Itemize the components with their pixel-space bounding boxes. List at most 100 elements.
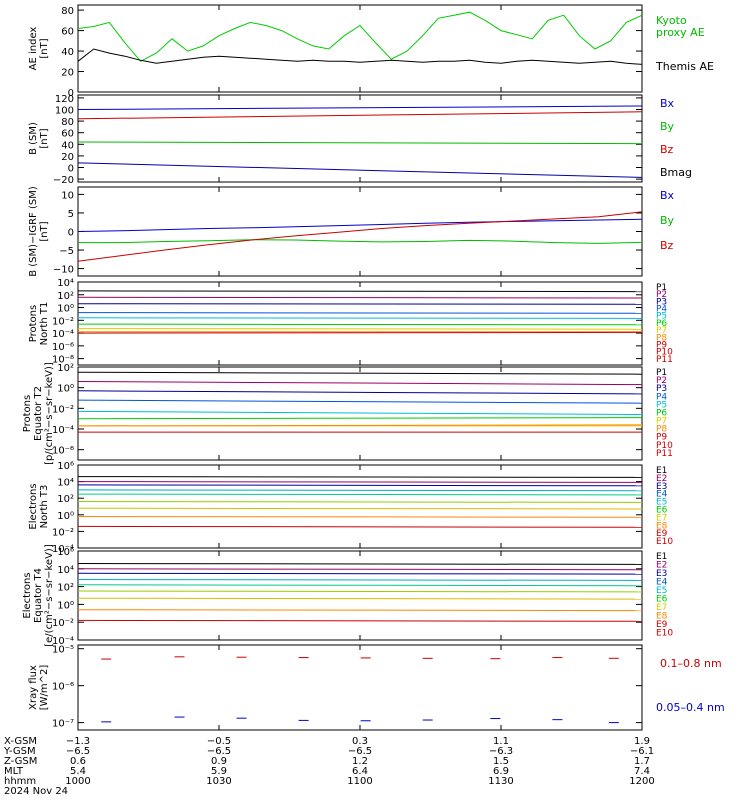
y-tick-label: 10⁴: [57, 565, 74, 576]
legend-label: E6: [656, 506, 668, 516]
x-axis-row-label: Y-GSM: [3, 746, 36, 757]
legend-label: E9: [656, 529, 668, 539]
series-line-electrons-equator-e4: [77, 579, 643, 581]
legend-label: Bz: [660, 239, 674, 252]
y-axis-label: [nT]: [39, 128, 50, 148]
series-line-protons-north-p4: [77, 312, 643, 314]
y-axis-label: Equator T2: [33, 386, 44, 441]
y-tick-label: 0: [68, 164, 74, 175]
y-tick-label: 10²: [57, 363, 74, 374]
y-tick-label: 60: [61, 27, 74, 38]
y-tick-label: 10²: [57, 583, 74, 594]
legend-label: P9: [656, 340, 667, 350]
y-tick-label: 10⁰: [57, 304, 74, 315]
legend-label: P1: [656, 283, 667, 293]
series-line-protons-north-p7: [77, 328, 643, 330]
legend-label: proxy AE: [656, 26, 705, 39]
legend-label: E4: [656, 490, 668, 500]
legend-label: E4: [656, 578, 668, 588]
x-tick-label: −6.5: [348, 746, 372, 757]
y-axis-label: Electrons: [28, 483, 39, 529]
x-tick-label: 0.6: [70, 756, 86, 767]
y-tick-label: 100: [55, 106, 74, 117]
y-axis-label: AE index: [28, 27, 39, 71]
legend-label: E7: [656, 513, 667, 523]
x-tick-label: −6.3: [489, 746, 513, 757]
legend-label: Bz: [660, 143, 674, 156]
y-axis-label: Xray flux: [28, 665, 39, 710]
legend-label: E3: [656, 569, 667, 579]
y-tick-label: 10⁻²: [52, 404, 74, 415]
legend-label: P8: [656, 425, 667, 435]
legend-label: E1: [656, 552, 667, 562]
y-tick-label: 60: [61, 129, 74, 140]
x-tick-label: 1.5: [493, 756, 509, 767]
series-line-electrons-north-e4: [77, 489, 643, 492]
y-axis-label: North T3: [39, 485, 50, 529]
x-axis-row-label: hhmm: [4, 776, 36, 787]
x-tick-label: 1100: [347, 776, 372, 787]
y-axis-label: [p/(cm²−s−sr−keV)]: [44, 362, 55, 465]
x-tick-label: −0.5: [207, 736, 231, 747]
y-axis-label: Equator T4: [33, 568, 44, 623]
y-axis-label: Protons: [28, 305, 39, 342]
x-tick-label: 5.9: [211, 766, 227, 777]
series-line-bigrf-bz: [77, 211, 643, 262]
legend-label: Kyoto: [656, 14, 687, 27]
x-tick-label: 1.1: [493, 736, 509, 747]
y-tick-label: 10: [61, 190, 74, 201]
legend-label: E2: [656, 474, 667, 484]
y-tick-label: 10²: [57, 494, 74, 505]
y-tick-label: 80: [61, 6, 74, 17]
legend-label: E7: [656, 603, 667, 613]
y-axis-label: B (SM): [28, 122, 39, 155]
series-line-electrons-equator-e7: [77, 597, 643, 600]
series-line-bigrf-bx: [77, 218, 643, 232]
legend-label: P6: [656, 319, 667, 329]
series-line-electrons-north-e3: [77, 484, 643, 487]
y-tick-label: 10⁻²: [52, 316, 74, 327]
y-tick-label: 40: [61, 140, 74, 151]
legend-label: Bx: [660, 97, 675, 110]
legend-label: By: [660, 120, 675, 133]
series-line-protons-north-p2: [77, 296, 643, 299]
series-line-bsm-bx: [77, 105, 643, 110]
legend-label: P4: [656, 305, 667, 315]
y-tick-label: 10⁻⁴: [52, 544, 74, 555]
legend-label: P3: [656, 384, 667, 394]
legend-label: P7: [656, 326, 667, 336]
legend-label: P1: [656, 368, 667, 378]
series-line-electrons-north-e9: [77, 525, 643, 528]
legend-label: E6: [656, 595, 668, 605]
series-line-protons-north-p9: [77, 331, 643, 334]
y-tick-label: 120: [55, 94, 74, 105]
x-tick-label: 0.3: [352, 736, 368, 747]
series-line-electrons-north-e6: [77, 501, 643, 503]
y-tick-label: 10⁻⁴: [52, 425, 74, 436]
legend-label: P8: [656, 333, 667, 343]
y-tick-label: 10⁻⁵: [52, 645, 74, 656]
series-line-electrons-north-e8: [77, 516, 643, 518]
legend-label: E9: [656, 620, 668, 630]
y-tick-label: 10⁴: [57, 278, 74, 289]
series-line-electrons-north-e1: [77, 476, 643, 478]
series-line-electrons-equator-e3: [77, 572, 643, 575]
series-line-protons-equator-p6: [77, 417, 643, 420]
x-tick-label: −6.1: [630, 746, 654, 757]
legend-label: P2: [656, 376, 667, 386]
x-tick-label: 6.4: [352, 766, 368, 777]
y-axis-label: Protons: [22, 395, 33, 432]
series-line-electrons-equator-e2: [77, 568, 643, 571]
legend-label: Bx: [660, 189, 675, 202]
x-tick-label: 7.4: [634, 766, 650, 777]
legend-label: P4: [656, 392, 667, 402]
legend-label: E1: [656, 466, 667, 476]
series-line-protons-equator-p3: [77, 390, 643, 395]
y-tick-label: 10⁻⁸: [52, 355, 74, 366]
y-tick-label: 10²: [57, 291, 74, 302]
y-tick-label: 10⁰: [57, 384, 74, 395]
legend-label: P11: [656, 449, 673, 459]
series-line-protons-north-p6: [77, 323, 643, 326]
x-tick-label: 6.9: [493, 766, 509, 777]
y-tick-label: 10⁶: [57, 547, 74, 558]
